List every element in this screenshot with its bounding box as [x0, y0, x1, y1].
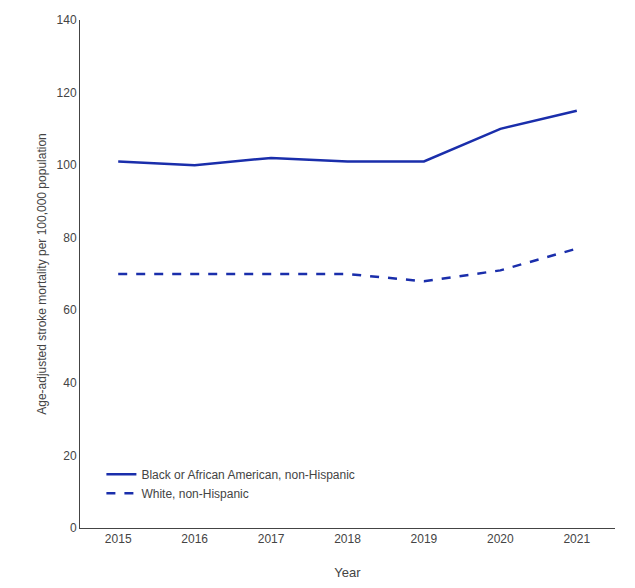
- svg-text:20: 20: [63, 449, 77, 463]
- svg-text:White, non-Hispanic: White, non-Hispanic: [141, 487, 248, 501]
- svg-text:2018: 2018: [334, 532, 361, 546]
- svg-text:0: 0: [70, 521, 77, 535]
- svg-text:2020: 2020: [487, 532, 514, 546]
- svg-text:Year: Year: [334, 565, 361, 580]
- svg-text:120: 120: [57, 86, 77, 100]
- svg-text:2019: 2019: [411, 532, 438, 546]
- svg-text:140: 140: [57, 13, 77, 27]
- svg-text:80: 80: [63, 231, 77, 245]
- svg-text:2016: 2016: [181, 532, 208, 546]
- svg-text:Black or African American, non: Black or African American, non-Hispanic: [141, 468, 354, 482]
- svg-text:40: 40: [63, 376, 77, 390]
- svg-text:100: 100: [57, 158, 77, 172]
- svg-text:2021: 2021: [563, 532, 590, 546]
- svg-text:2015: 2015: [105, 532, 132, 546]
- svg-text:60: 60: [63, 303, 77, 317]
- svg-text:2017: 2017: [258, 532, 285, 546]
- svg-text:Age-adjusted stroke mortality: Age-adjusted stroke mortality per 100,00…: [35, 133, 49, 415]
